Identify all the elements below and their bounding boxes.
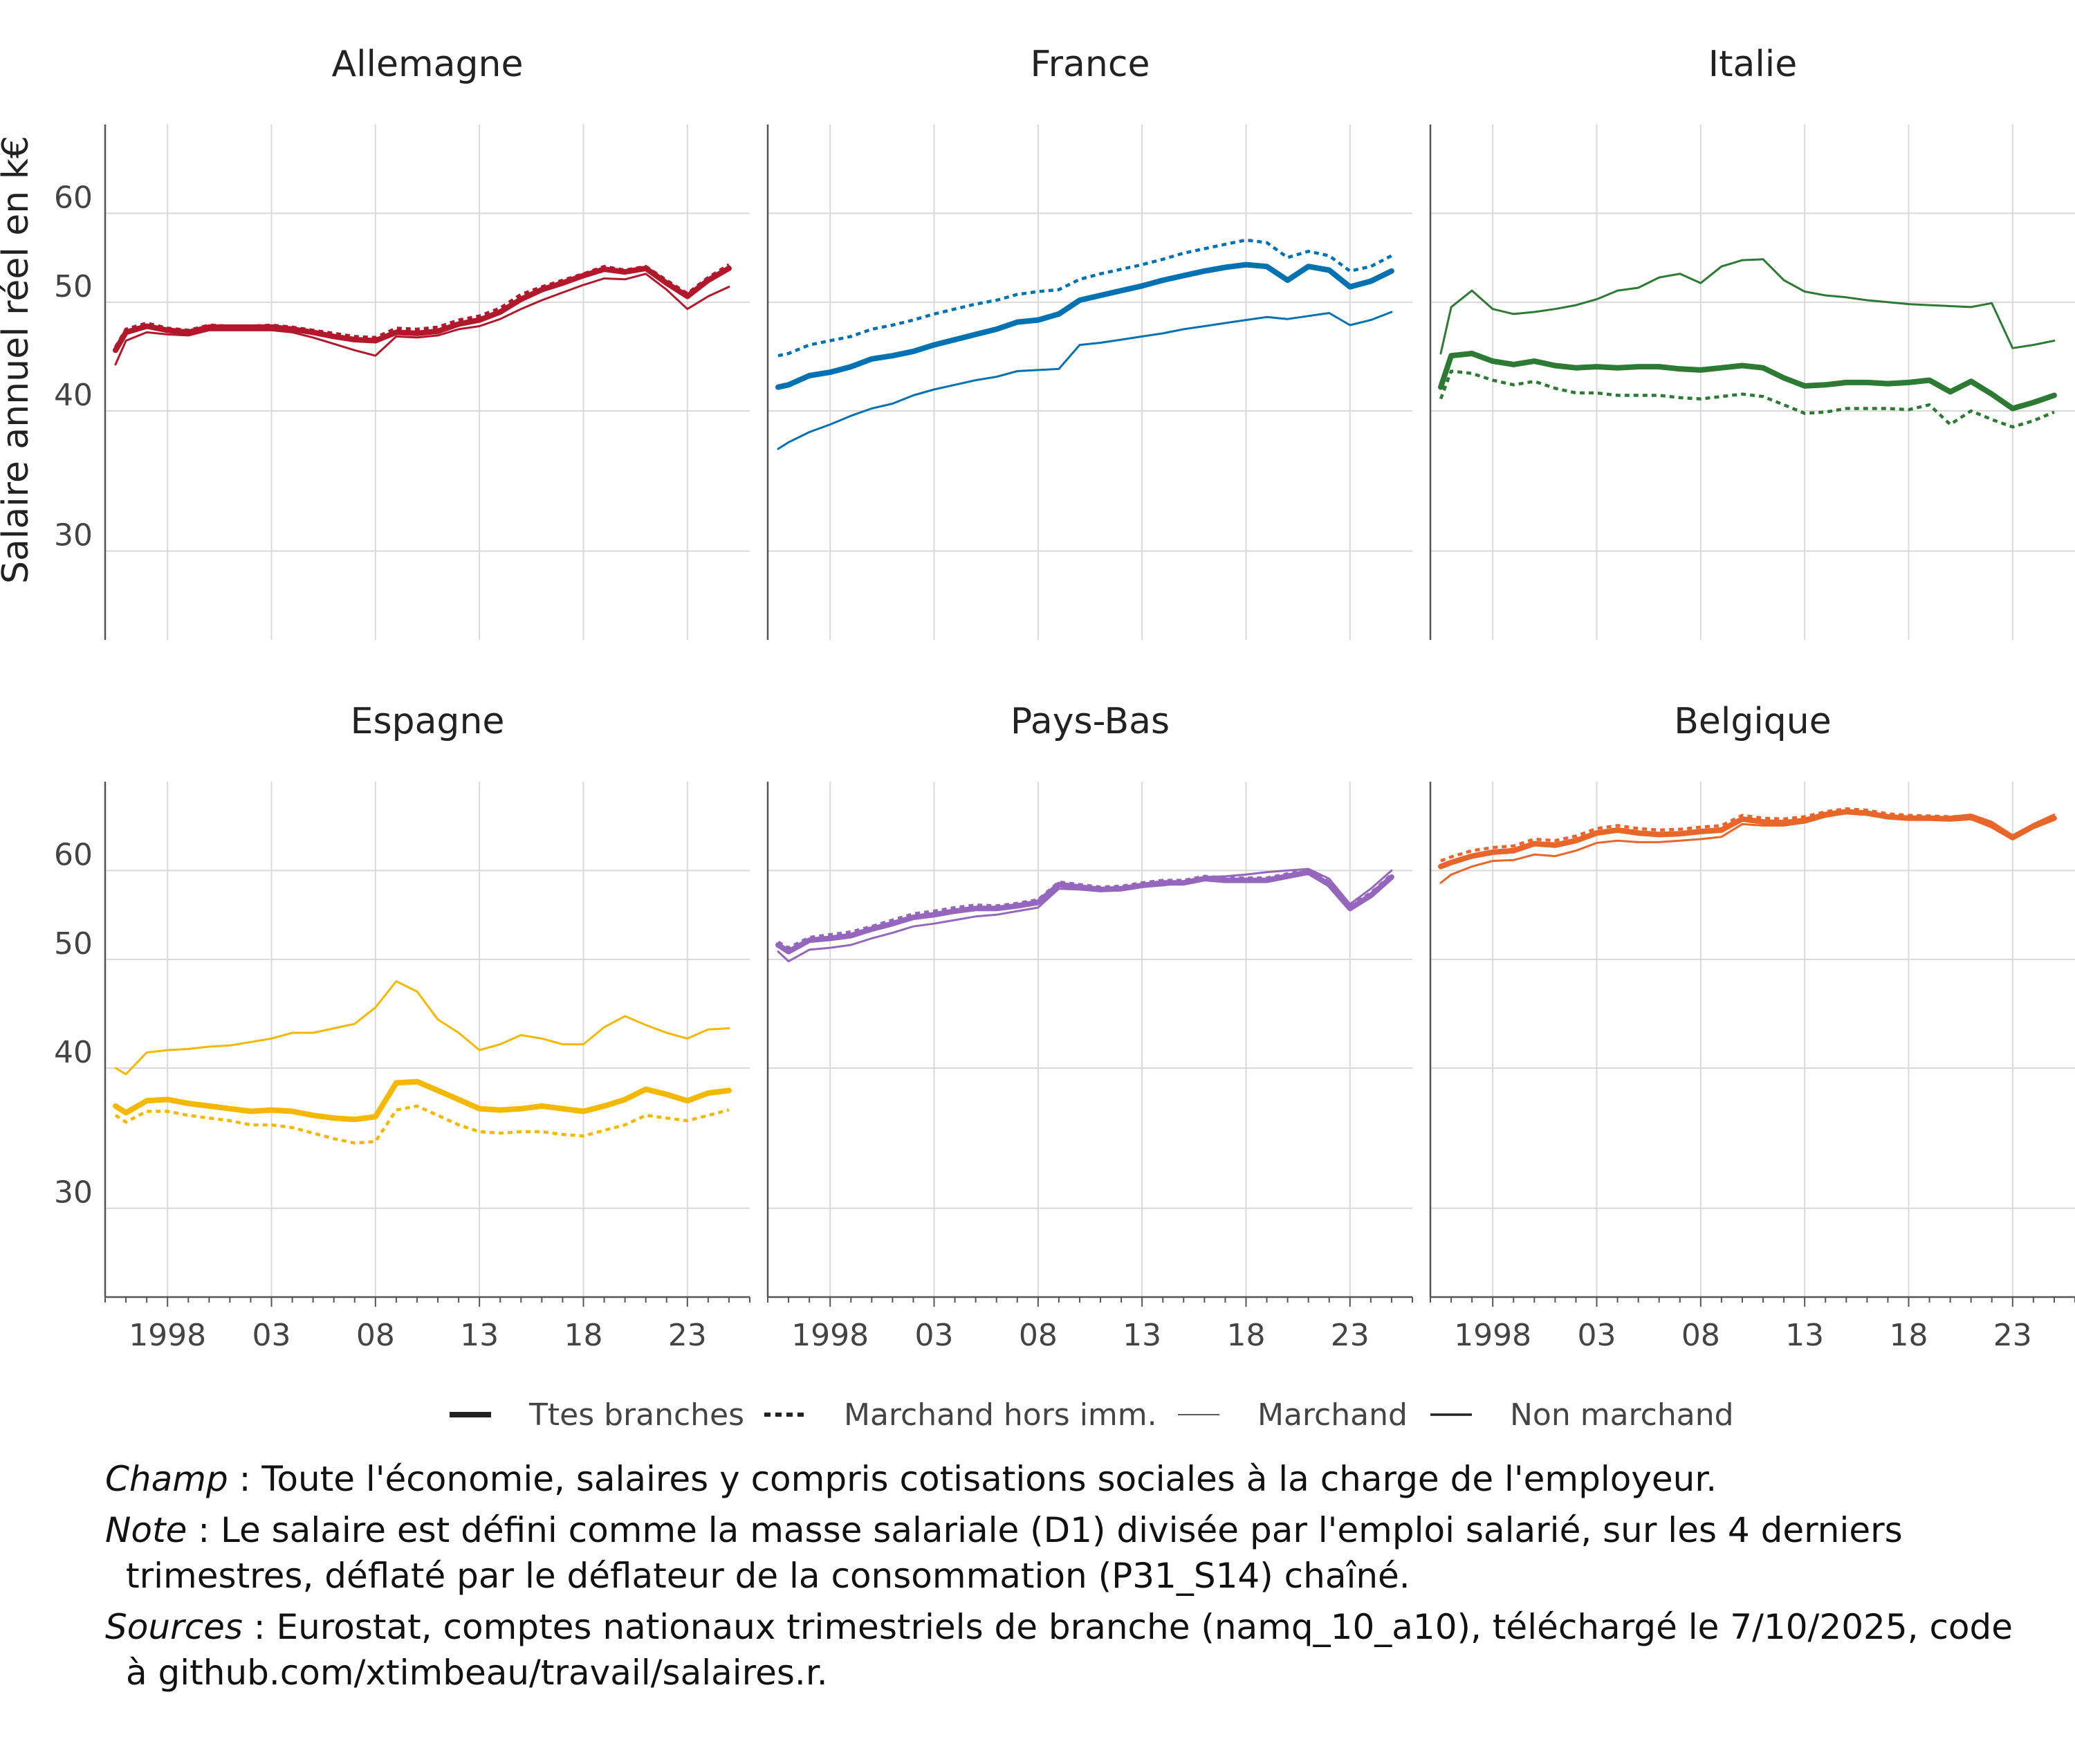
facet-title: Allemagne (332, 44, 524, 85)
x-tick-label: 18 (564, 1318, 602, 1353)
legend-item-nm: Non marchand (1430, 1397, 1734, 1433)
series-line-italie-mhi (1439, 369, 2055, 429)
legend: Ttes branches Marchand hors imm. Marchand N… (450, 1397, 1734, 1433)
legend-label: Marchand hors imm. (844, 1397, 1157, 1433)
y-tick-label: 40 (54, 1035, 93, 1070)
facet-title: Italie (1708, 44, 1797, 85)
series-line-espagne-ttes (113, 1078, 732, 1123)
series-line-allemagne-ttes (113, 265, 732, 353)
note-champ-label: Champ (105, 1459, 228, 1499)
series-line-allemagne-march (114, 273, 730, 366)
series-line-italie-march (1439, 258, 2056, 355)
note-note-text: : Le salaire est défini comme la masse s… (126, 1510, 1903, 1596)
series-line-belgique-march (1439, 812, 2056, 884)
y-axis-label: Salaire annuel réel en k€ (0, 136, 37, 584)
legend-label: Ttes branches (528, 1397, 744, 1433)
x-tick-label: 23 (1331, 1318, 1370, 1353)
series-line-allemagne-mhi (114, 263, 730, 348)
footnotes: Champ : Toute l'économie, salaires y com… (105, 1456, 2042, 1701)
series-line-france-ttes (775, 261, 1394, 390)
series-line-pays-bas-ttes (775, 869, 1394, 955)
legend-item-ttes: Ttes branches (450, 1397, 744, 1433)
y-tick-label: 50 (54, 269, 93, 304)
y-tick-label: 50 (54, 926, 93, 962)
x-tick-label: 08 (356, 1318, 395, 1353)
facet-italie: Italie (1429, 44, 2075, 640)
facet-france: France (766, 44, 1412, 640)
note-note: Note : Le salaire est défini comme la ma… (105, 1507, 2042, 1599)
series-line-pays-bas-mhi (777, 867, 1393, 950)
note-sources: Sources : Eurostat, comptes nationaux tr… (105, 1604, 2042, 1696)
note-champ: Champ : Toute l'économie, salaires y com… (105, 1456, 2042, 1502)
x-tick-label: 18 (1889, 1318, 1928, 1353)
note-sources-text: : Eurostat, comptes nationaux trimestrie… (126, 1607, 2013, 1693)
y-tick-label: 30 (54, 518, 93, 553)
facet-title: Belgique (1674, 701, 1832, 742)
series-line-belgique-mhi (1440, 807, 2055, 863)
series-line-pays-bas-march (777, 867, 1393, 963)
y-tick-label: 40 (54, 378, 93, 413)
legend-item-mhi: Marchand hors imm. (764, 1397, 1157, 1433)
note-note-label: Note (105, 1510, 187, 1550)
x-tick-label: 13 (1123, 1318, 1161, 1353)
legend-label: Non marchand (1510, 1397, 1734, 1433)
facet-title: France (1031, 44, 1150, 85)
x-tick-label: 23 (1993, 1318, 2032, 1353)
legend-label: Marchand (1257, 1397, 1408, 1433)
facet-title: Espagne (351, 701, 505, 742)
x-tick-label: 1998 (129, 1318, 206, 1353)
legend-item-march: Marchand (1178, 1397, 1408, 1433)
series-line-italie-ttes (1438, 351, 2057, 412)
series-line-espagne-mhi (114, 1104, 730, 1145)
chart: Salaire annuel réel en k€ Allemagne 30 40 5… (0, 44, 2075, 1433)
x-tick-label: 03 (252, 1318, 291, 1353)
x-tick-label: 13 (1785, 1318, 1824, 1353)
y-tick-label: 60 (54, 180, 93, 215)
x-tick-label: 18 (1226, 1318, 1265, 1353)
x-tick-label: 03 (915, 1318, 954, 1353)
facet-belgique: Belgique 1998 03 08 13 18 23 (1429, 701, 2075, 1353)
x-tick-label: 08 (1019, 1318, 1058, 1353)
x-tick-label: 1998 (791, 1318, 869, 1353)
facet-title: Pays-Bas (1011, 701, 1170, 742)
y-tick-label: 60 (54, 837, 93, 872)
series-line-france-march (777, 311, 1393, 450)
facet-espagne: Espagne 30 40 50 60 1998 03 08 13 18 23 (54, 701, 750, 1353)
note-sources-label: Sources (105, 1607, 243, 1647)
x-tick-label: 1998 (1454, 1318, 1531, 1353)
x-tick-label: 13 (460, 1318, 499, 1353)
y-tick-label: 30 (54, 1175, 93, 1211)
x-tick-label: 23 (668, 1318, 707, 1353)
facet-pays-bas: Pays-Bas 1998 03 08 13 18 23 (766, 701, 1413, 1353)
x-tick-label: 03 (1578, 1318, 1616, 1353)
note-champ-text: : Toute l'économie, salaires y compris c… (228, 1459, 1717, 1499)
x-tick-label: 08 (1681, 1318, 1720, 1353)
facet-allemagne: Allemagne 30 40 50 60 (54, 44, 750, 640)
series-line-espagne-march (114, 980, 730, 1076)
series-line-belgique-ttes (1438, 809, 2057, 870)
